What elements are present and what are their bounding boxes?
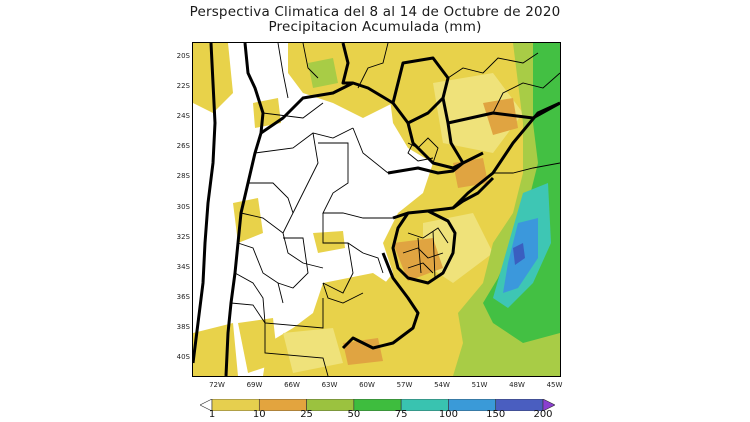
- map-title: Perspectiva Climatica del 8 al 14 de Oct…: [189, 4, 561, 20]
- lon-label: 57W: [396, 381, 413, 389]
- map-subtitle: Precipitacion Acumulada (mm): [268, 19, 482, 35]
- lat-label: 38S: [176, 322, 190, 331]
- lat-label: 36S: [176, 292, 190, 301]
- precip-fields: [193, 43, 560, 376]
- legend-label: 1: [208, 409, 216, 420]
- province-line-6: [248, 182, 294, 234]
- paraguay-brazil-border: [441, 97, 465, 164]
- province-line-22: [357, 43, 389, 89]
- precip-yellow-w4: [193, 323, 238, 376]
- province-line-27: [407, 262, 434, 274]
- lat-label: 24S: [176, 112, 190, 121]
- legend-label: 25: [300, 409, 313, 420]
- map-canvas: [193, 43, 560, 376]
- province-line-10: [237, 242, 284, 304]
- province-line-23: [277, 43, 289, 99]
- precip-dark-blue: [513, 243, 525, 265]
- province-line-12: [234, 272, 324, 329]
- lat-label: 40S: [176, 353, 190, 361]
- province-line-3: [292, 132, 319, 214]
- province-line-8: [322, 213, 364, 254]
- lon-label: 45W: [546, 381, 563, 389]
- lon-label: 69W: [246, 381, 263, 389]
- color-legend: [200, 399, 555, 411]
- precip-light-yellow-1: [433, 73, 523, 153]
- province-line-24: [302, 43, 319, 79]
- argentina-brazil-border: [387, 151, 484, 175]
- precip-light-green-nw: [308, 58, 338, 88]
- legend-label: 50: [347, 409, 361, 420]
- lon-label: 72W: [209, 381, 225, 389]
- lat-label: 30S: [176, 202, 190, 211]
- province-line-15: [322, 282, 364, 304]
- lon-label: 51W: [471, 381, 488, 389]
- legend-swatch: [542, 399, 555, 411]
- province-line-16: [362, 252, 384, 274]
- lat-label: 28S: [176, 172, 190, 181]
- province-line-11: [277, 237, 309, 289]
- province-line-9: [322, 242, 354, 294]
- legend-label: 200: [533, 409, 553, 420]
- lat-label: 32S: [176, 232, 190, 241]
- province-line-28: [417, 237, 422, 274]
- province-line-5: [318, 142, 393, 219]
- rio-de-la-plata-coast: [341, 252, 420, 350]
- province-line-18: [407, 142, 434, 162]
- legend-label: 10: [252, 409, 266, 420]
- lat-label: 26S: [176, 142, 190, 151]
- province-line-2: [254, 127, 354, 154]
- lat-label: 34S: [176, 262, 190, 271]
- precip-green: [483, 43, 560, 343]
- province-line-29: [432, 230, 436, 279]
- province-line-26: [402, 247, 444, 259]
- precip-orange-3: [453, 158, 488, 188]
- precip-light-yellow-3: [283, 328, 343, 373]
- province-line-17: [407, 137, 439, 164]
- argentina-bolivia-border: [260, 81, 410, 135]
- precip-yellow-w5: [313, 231, 345, 253]
- precip-light-green-2: [453, 333, 503, 376]
- province-line-13: [230, 302, 266, 324]
- province-borders: [230, 43, 560, 376]
- chile-coast: [193, 43, 217, 364]
- legend-label: 100: [438, 409, 458, 420]
- province-line-14: [264, 323, 329, 376]
- province-line-25: [407, 227, 449, 244]
- lon-label: 48W: [509, 381, 525, 389]
- province-line-21: [493, 162, 560, 174]
- lon-label: 54W: [434, 381, 450, 389]
- brazil-coast: [451, 101, 560, 210]
- lon-label: 60W: [359, 381, 375, 389]
- uruguay-border: [391, 209, 457, 285]
- bolivia-paraguay-border: [341, 43, 353, 85]
- lon-label: 63W: [321, 381, 338, 389]
- lat-label: 20S: [176, 52, 190, 60]
- legend-label: 75: [394, 409, 408, 420]
- precip-yellow-nw: [288, 43, 393, 118]
- precipitation-map: [192, 42, 561, 377]
- lat-label: 22S: [176, 82, 190, 91]
- province-line-19: [447, 52, 539, 79]
- province-line-20: [492, 72, 560, 114]
- precip-orange-4: [343, 338, 383, 365]
- province-line-4: [352, 127, 389, 174]
- precip-yellow-w2: [238, 318, 278, 373]
- lon-label: 66W: [284, 381, 300, 389]
- province-line-1: [262, 102, 324, 119]
- precip-orange-1: [483, 98, 518, 135]
- legend-label: 150: [486, 409, 506, 420]
